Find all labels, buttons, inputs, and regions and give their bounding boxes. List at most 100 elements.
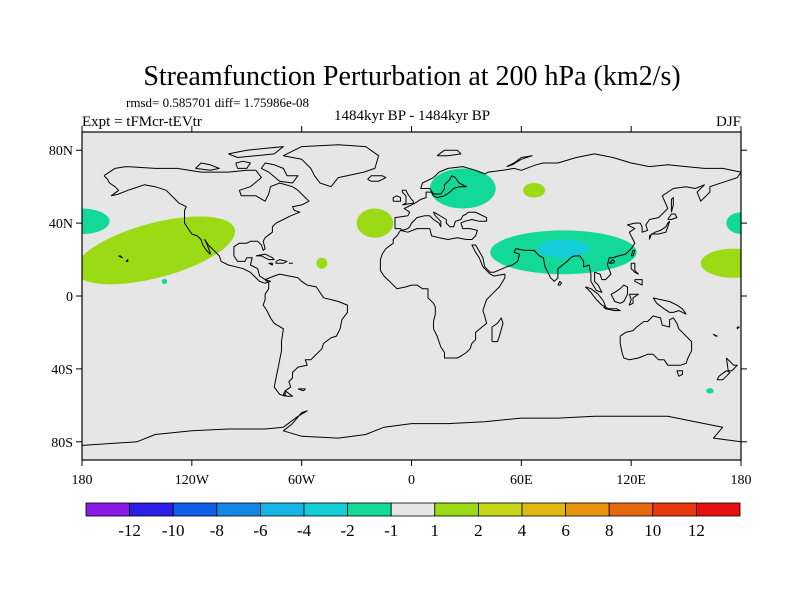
experiment-label: Expt = tFMcr-tEVtr [82, 114, 202, 130]
anomaly-region-1 [82, 208, 110, 235]
colorbar-label-1: -10 [162, 521, 185, 540]
map-background [82, 132, 741, 460]
colorbar-label-9: 4 [518, 521, 527, 540]
colorbar-label-3: -6 [253, 521, 267, 540]
coastline-20 [634, 279, 643, 286]
coastline-4 [401, 189, 414, 206]
colorbar-swatch-13 [652, 502, 697, 517]
colorbar-label-10: 6 [561, 521, 570, 540]
period-label: 1484kyr BP - 1484kyr BP [334, 108, 490, 124]
coastline-1 [282, 144, 380, 188]
map-panel: 80N 40N 0 40S 80S 180 120W 60W 0 60E 120E 180 [49, 126, 752, 488]
lon-tick-label-3: 0 [408, 473, 415, 488]
colorbar-swatch-10 [521, 502, 566, 517]
coastline-8 [676, 370, 683, 377]
coastline-11 [491, 317, 504, 343]
coastline-16 [610, 284, 628, 304]
stats-label: rmsd= 0.585701 diff= 1.75986e-08 [126, 95, 309, 110]
colorbar-swatch-3 [216, 502, 261, 517]
colorbar: -12 -10 -8 -6 -4 -2 -1 1 2 4 6 8 10 12 [85, 502, 741, 540]
anomaly-layer [82, 168, 741, 394]
colorbar-label-2: -8 [210, 521, 224, 540]
coastline-28 [125, 259, 129, 262]
anomaly-region-3 [726, 212, 741, 234]
colorbar-label-11: 8 [605, 521, 614, 540]
coastline-23 [557, 280, 563, 286]
colorbar-swatch-6 [347, 502, 392, 517]
lon-tick-label-4: 60E [510, 473, 533, 488]
coastline-41 [670, 197, 674, 213]
anomaly-region-9 [537, 239, 590, 258]
coastline-6 [367, 175, 387, 182]
coastline-2 [262, 273, 348, 397]
anomaly-region-2 [700, 248, 741, 278]
lon-tick-label-5: 120E [616, 473, 646, 488]
coastline-5 [392, 195, 401, 202]
lat-tick-label-2: 0 [66, 290, 73, 305]
colorbar-label-12: 10 [644, 521, 661, 540]
anomaly-region-7 [523, 183, 546, 198]
anomaly-region-0 [82, 216, 236, 285]
latitude-axis: 80N 40N 0 40S 80S [49, 144, 747, 451]
coastline-29 [118, 255, 123, 259]
colorbar-swatch-1 [129, 502, 174, 517]
lat-tick-label-0: 80N [49, 144, 73, 159]
coastline-14 [585, 286, 606, 308]
colorbar-label-5: -2 [341, 521, 355, 540]
season-label: DJF [716, 114, 741, 130]
coastline-33 [282, 390, 293, 397]
colorbar-swatch-11 [565, 502, 610, 517]
coastline-13 [667, 213, 678, 220]
colorbar-label-0: -12 [118, 521, 141, 540]
colorbar-label-7: 1 [431, 521, 440, 540]
coastline-7 [619, 315, 693, 366]
coastline-12 [649, 220, 671, 240]
coastline-40 [506, 155, 533, 168]
coastline-9 [725, 357, 738, 372]
figure-title: Streamfunction Perturbation at 200 hPa (… [143, 61, 680, 92]
colorbar-label-8: 2 [474, 521, 483, 540]
coastline-35 [260, 162, 299, 184]
coastline-10 [716, 370, 731, 381]
lat-tick-label-4: 80S [51, 436, 73, 451]
colorbar-swatch-9 [477, 502, 523, 517]
lon-tick-label-2: 60W [288, 473, 316, 488]
coastline-36 [235, 160, 251, 169]
colorbar-swatch-12 [608, 502, 654, 517]
anomaly-region-11 [706, 388, 714, 394]
coastline-30 [736, 326, 740, 330]
coastline-18 [652, 297, 687, 315]
coastline-38 [228, 146, 284, 158]
coastline-17 [628, 293, 639, 306]
lon-tick-label-6: 180 [731, 473, 752, 488]
colorbar-swatch-2 [172, 502, 218, 517]
colorbar-label-13: 12 [688, 521, 705, 540]
colorbar-label-6: -1 [384, 521, 398, 540]
lon-tick-label-1: 120W [175, 473, 210, 488]
coastline-34 [82, 410, 741, 446]
colorbar-swatch-8 [434, 502, 479, 517]
coastline-32 [297, 388, 306, 392]
colorbar-label-4: -4 [297, 521, 312, 540]
anomaly-region-6 [429, 168, 496, 209]
coastline-3 [379, 153, 741, 359]
coastline-21 [630, 249, 636, 257]
coastline-24 [255, 253, 275, 261]
coastline-15 [603, 306, 621, 312]
coastline-19 [630, 262, 639, 275]
colorbar-swatch-4 [259, 502, 305, 517]
colorbar-swatch-5 [303, 502, 348, 517]
coastline-37 [195, 162, 220, 171]
coastline-39 [436, 149, 462, 157]
lat-tick-label-3: 40S [51, 363, 73, 378]
colorbar-swatch-14 [696, 502, 741, 517]
anomaly-region-5 [316, 257, 328, 269]
coastline-layer [82, 144, 741, 446]
longitude-axis: 180 120W 60W 0 60E 120E 180 [72, 126, 752, 488]
colorbar-swatch-7 [390, 502, 436, 517]
coastline-31 [713, 333, 718, 337]
coastline-26 [268, 262, 273, 266]
lat-tick-label-1: 40N [49, 217, 73, 232]
lon-tick-label-0: 180 [72, 473, 93, 488]
